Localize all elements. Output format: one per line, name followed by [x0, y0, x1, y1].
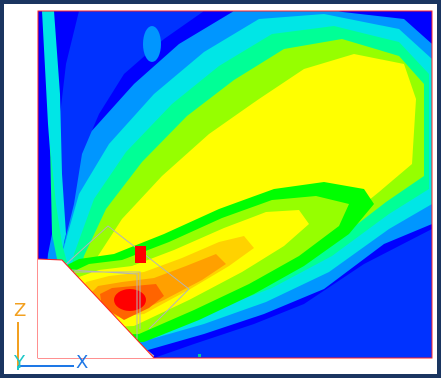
solid-body-wedge	[38, 259, 154, 358]
source-marker[interactable]	[135, 246, 146, 263]
contour-band-upper-left	[59, 11, 204, 244]
x-axis-label: X	[76, 352, 89, 373]
contour-band-low-right	[154, 229, 432, 358]
contour-field	[38, 11, 432, 358]
probe-point	[198, 354, 201, 357]
solid-body-outline	[37, 258, 155, 359]
axis-triad	[17, 322, 74, 370]
wireframe-edge-upper	[63, 225, 190, 330]
contour-plot	[17, 10, 433, 370]
contour-band-left-cyan	[42, 11, 66, 259]
wireframe-edge-inner	[74, 271, 141, 329]
y-axis-label: Y	[14, 352, 25, 373]
plot-frame	[37, 10, 433, 359]
z-axis-label: Z	[14, 300, 27, 321]
contour-band-peak	[114, 289, 146, 311]
contour-band-upper-spot	[143, 26, 161, 62]
3d-viewport[interactable]: Z Y X	[4, 4, 437, 374]
contour-band-left-green	[50, 144, 68, 269]
